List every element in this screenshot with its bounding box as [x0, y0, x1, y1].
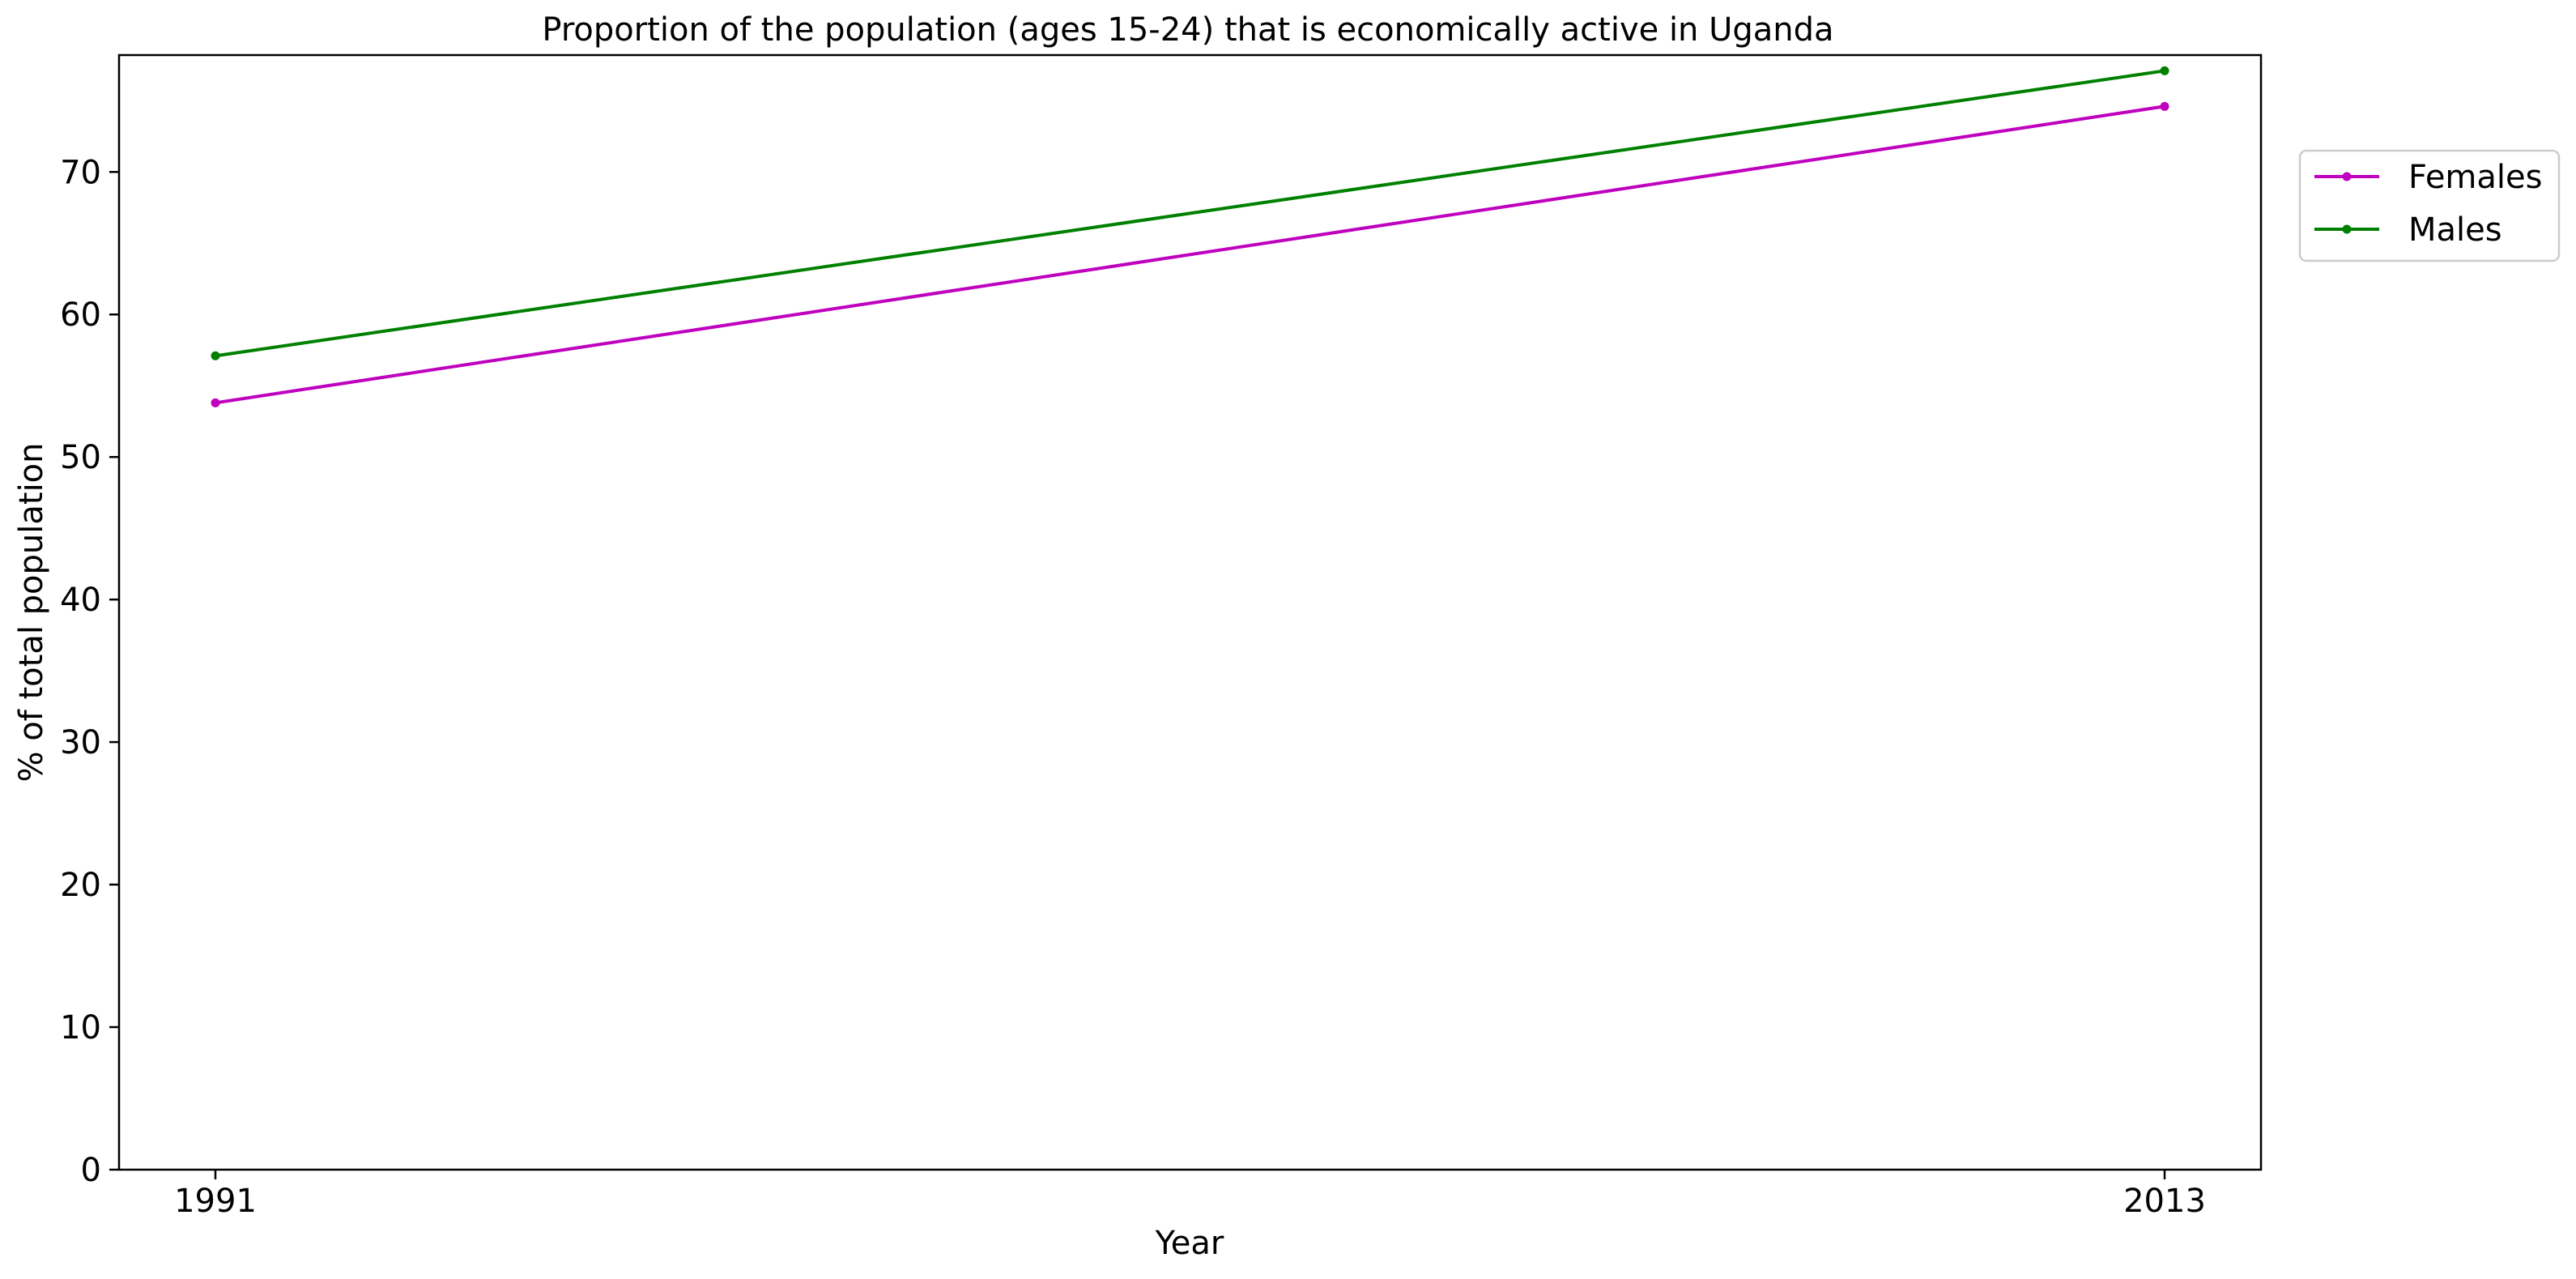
legend: Females Males — [2298, 149, 2561, 262]
series-line-females — [213, 104, 2167, 405]
legend-swatch-marker-males — [2342, 224, 2352, 234]
x-tick-label: 2013 — [2123, 1183, 2206, 1220]
y-axis: 0 10 20 30 40 50 60 70 — [60, 154, 119, 1189]
legend-label-females: Females — [2408, 159, 2542, 196]
x-axis: 1991 2013 — [174, 1170, 2206, 1220]
y-tick-label: 50 — [60, 439, 101, 476]
chart-title: Proportion of the population (ages 15-24… — [542, 11, 1833, 49]
data-point-females — [2160, 101, 2169, 111]
data-point-females — [211, 398, 220, 407]
data-point-males — [2160, 66, 2169, 75]
y-axis-label: % of total population — [13, 442, 50, 782]
y-tick-label: 20 — [60, 867, 101, 904]
y-tick-label: 70 — [60, 154, 101, 191]
data-point-males — [211, 351, 220, 360]
y-tick-label: 10 — [60, 1009, 101, 1047]
plot-area-frame — [117, 53, 2263, 1171]
legend-label-males: Males — [2408, 211, 2502, 249]
x-tick-label: 1991 — [174, 1183, 257, 1220]
y-tick-label: 60 — [60, 296, 101, 334]
y-tick-label: 30 — [60, 724, 101, 761]
y-tick-label: 40 — [60, 582, 101, 619]
legend-swatch-marker-females — [2342, 172, 2352, 181]
x-axis-label: Year — [1155, 1225, 1224, 1262]
series-layer — [211, 66, 2169, 407]
series-line-males — [213, 69, 2167, 358]
y-tick-label: 0 — [81, 1152, 101, 1189]
